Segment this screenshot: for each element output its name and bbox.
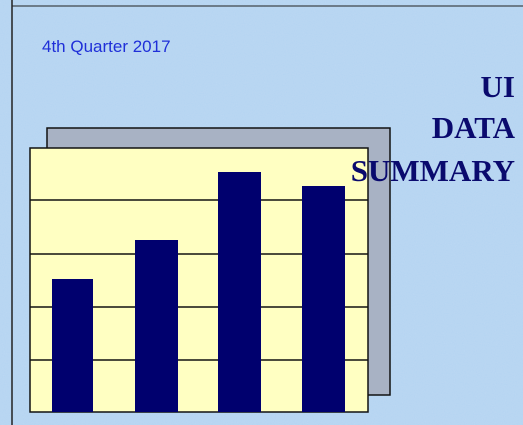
bar (302, 186, 345, 412)
bar (135, 240, 178, 412)
title-line: SUMMARY (351, 153, 515, 188)
bar (52, 279, 93, 412)
bars (52, 172, 345, 412)
subtitle: 4th Quarter 2017 (42, 37, 171, 56)
title-line: UI (481, 69, 515, 104)
bar (218, 172, 261, 412)
title-line: DATA (432, 110, 516, 145)
